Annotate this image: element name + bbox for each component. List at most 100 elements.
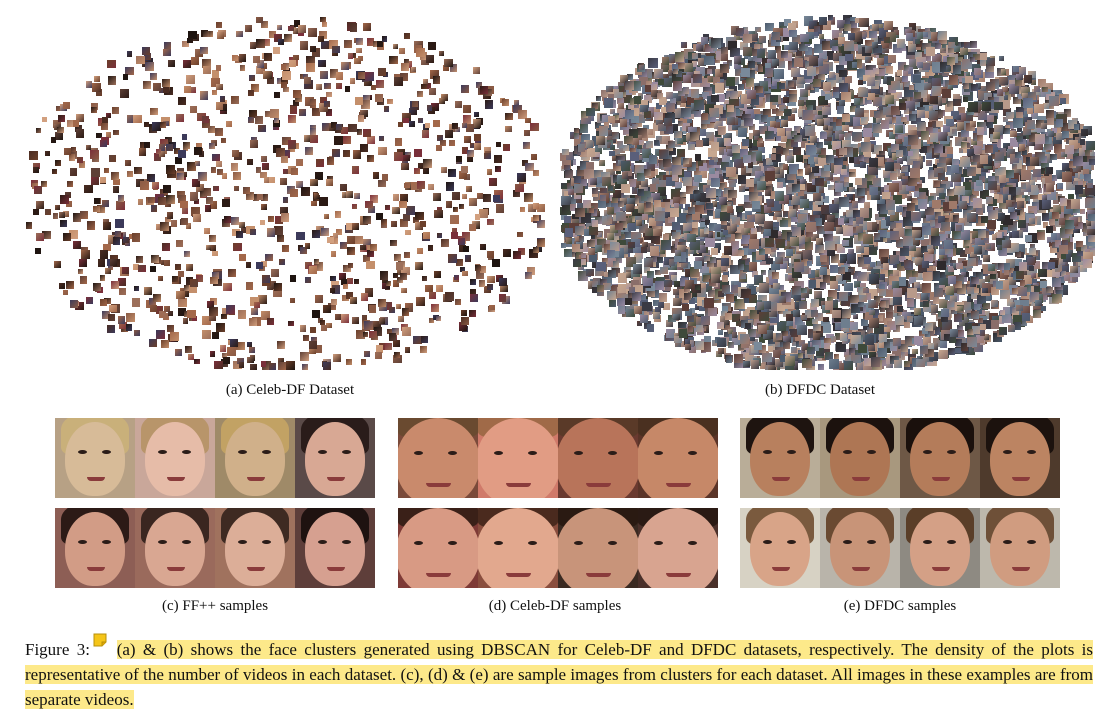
face-thumbnail [143,287,152,296]
celeb-df-cluster-plot [25,15,545,370]
face-thumbnail [117,195,125,202]
face-thumbnail [470,143,476,149]
face-thumbnail [231,163,239,171]
face-thumbnail [183,250,191,258]
face-thumbnail [299,108,307,116]
face-thumbnail [405,229,411,236]
face-thumbnail [175,264,181,271]
face-thumbnail [449,64,457,72]
face-thumbnail [369,195,378,204]
face-thumbnail [532,214,539,221]
face-thumbnail [786,150,795,158]
face-thumbnail [69,299,78,308]
face-thumbnail [754,43,760,49]
face-thumbnail [90,102,99,111]
face-thumbnail [194,147,203,155]
face-thumbnail [147,173,156,182]
face-thumbnail [190,87,197,93]
face-thumbnail [302,74,309,80]
face-thumbnail [212,271,220,279]
face-thumbnail [79,258,88,267]
face-thumbnail [646,324,655,333]
face-thumbnail [461,146,469,154]
face-thumbnail [332,354,341,363]
face-thumbnail [843,282,853,292]
face-thumbnail [663,153,673,162]
face-thumbnail [90,106,97,113]
face-thumbnail [73,240,82,250]
face-thumbnail [486,169,493,175]
face-thumbnail [381,173,389,181]
face-thumbnail [617,306,626,314]
face-thumbnail [472,119,482,128]
face-thumbnail [223,357,230,364]
face-thumbnail [634,306,642,315]
face-thumbnail [492,259,501,268]
face-thumbnail [177,298,187,307]
face-thumbnail [256,16,263,24]
face-thumbnail [189,106,197,114]
face-thumbnail [786,313,794,321]
face-thumbnail [109,304,118,313]
face-thumbnail [344,40,352,48]
face-thumbnail [245,282,254,290]
face-thumbnail [75,301,84,310]
face-thumbnail [133,114,142,124]
face-thumbnail [54,204,61,211]
face-thumbnail [278,357,285,364]
face-thumbnail [383,106,390,112]
face-thumbnail [797,100,804,107]
face-thumbnail [283,33,292,42]
face-thumbnail [925,159,932,167]
face-thumbnail [610,144,616,150]
face-thumbnail [392,43,398,50]
face-thumbnail [475,265,481,271]
face-thumbnail [644,257,654,267]
face-thumbnail [912,75,921,84]
face-thumbnail [106,59,116,69]
face-thumbnail [211,90,217,96]
face-thumbnail [329,275,336,282]
face-thumbnail [484,99,494,109]
face-thumbnail [433,120,440,127]
face-thumbnail [203,188,212,196]
face-thumbnail [965,345,975,355]
face-thumbnail [346,235,356,245]
face-thumbnail [537,220,545,228]
face-thumbnail [914,315,923,325]
face-thumbnail [44,150,51,157]
face-thumbnail [436,135,443,141]
face-thumbnail [44,208,51,216]
face-thumbnail [80,250,90,259]
face-thumbnail [152,182,159,190]
face-thumbnail [295,180,303,188]
face-thumbnail [233,243,242,252]
face-thumbnail [330,121,337,128]
face-thumbnail [189,192,199,201]
face-thumbnail [429,291,436,299]
face-thumbnail [360,244,366,251]
face-thumbnail [391,206,400,215]
face-thumbnail [125,66,134,76]
face-thumbnail [165,216,171,223]
face-thumbnail [347,52,354,59]
face-thumbnail [262,361,271,370]
face-thumbnail [329,40,338,49]
face-thumbnail [379,302,387,311]
face-thumbnail [213,185,219,192]
face-thumbnail [185,223,192,229]
face-thumbnail [351,203,358,210]
face-thumbnail [185,346,192,353]
face-thumbnail [258,295,268,305]
face-thumbnail [487,218,494,226]
face-thumbnail [346,278,354,285]
face-thumbnail [126,313,135,322]
face-thumbnail [462,270,468,277]
face-thumbnail [525,117,531,124]
face-thumbnail [248,347,255,354]
face-thumbnail [35,127,41,134]
face-thumbnail [186,264,194,272]
face-thumbnail [363,129,371,137]
face-thumbnail [36,200,45,210]
face-thumbnail [255,261,264,269]
